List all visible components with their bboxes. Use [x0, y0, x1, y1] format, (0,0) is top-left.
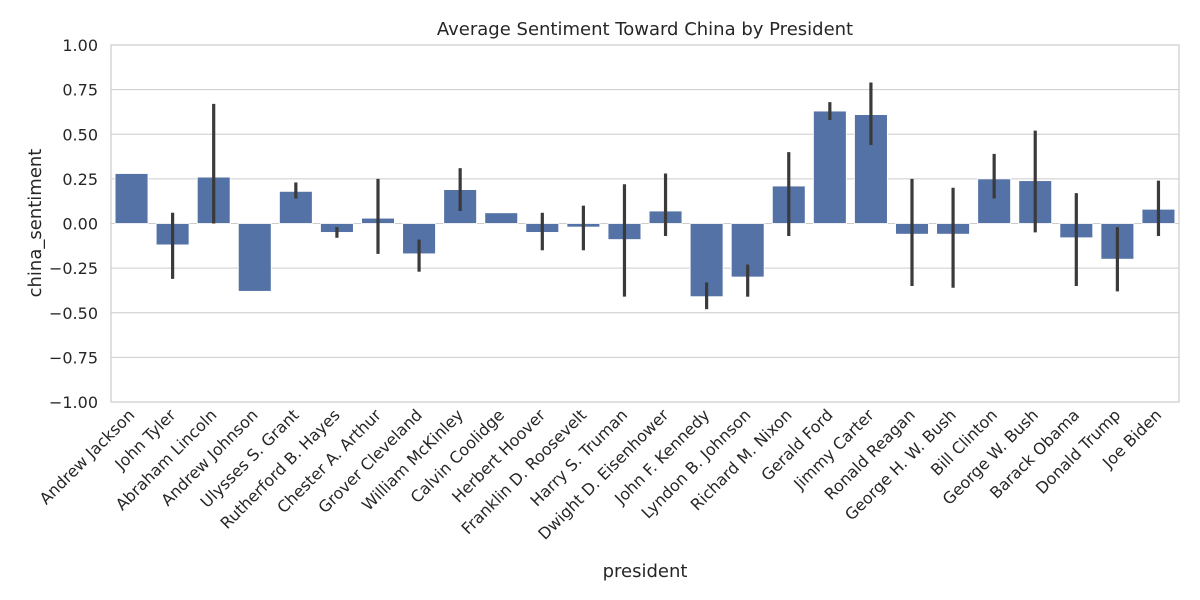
y-tick-label: −0.75: [49, 348, 98, 367]
y-tick-label: 0.25: [62, 170, 98, 189]
bar: [484, 212, 519, 224]
y-tick-label: −0.25: [49, 259, 98, 278]
y-tick-labels: 1.00 0.75 0.50 0.25 0.00 −0.25 −0.50 −0.75 −1.00: [49, 36, 98, 412]
y-tick-label: −1.00: [49, 393, 98, 412]
bar: [813, 110, 847, 224]
x-axis-label: president: [603, 561, 688, 582]
bar: [237, 223, 272, 292]
bar: [114, 173, 149, 224]
y-tick-label: 1.00: [62, 36, 98, 55]
y-tick-label: 0.50: [62, 125, 98, 144]
error-bars: [171, 82, 1161, 310]
chart-title: Average Sentiment Toward China by Presid…: [437, 19, 853, 40]
y-tick-label: 0.75: [62, 81, 98, 100]
plot-frame: [110, 44, 1180, 403]
bars: [114, 110, 1176, 298]
y-axis-label: china_sentiment: [25, 149, 46, 298]
y-tick-label: 0.00: [62, 215, 98, 234]
y-tick-label: −0.50: [49, 304, 98, 323]
